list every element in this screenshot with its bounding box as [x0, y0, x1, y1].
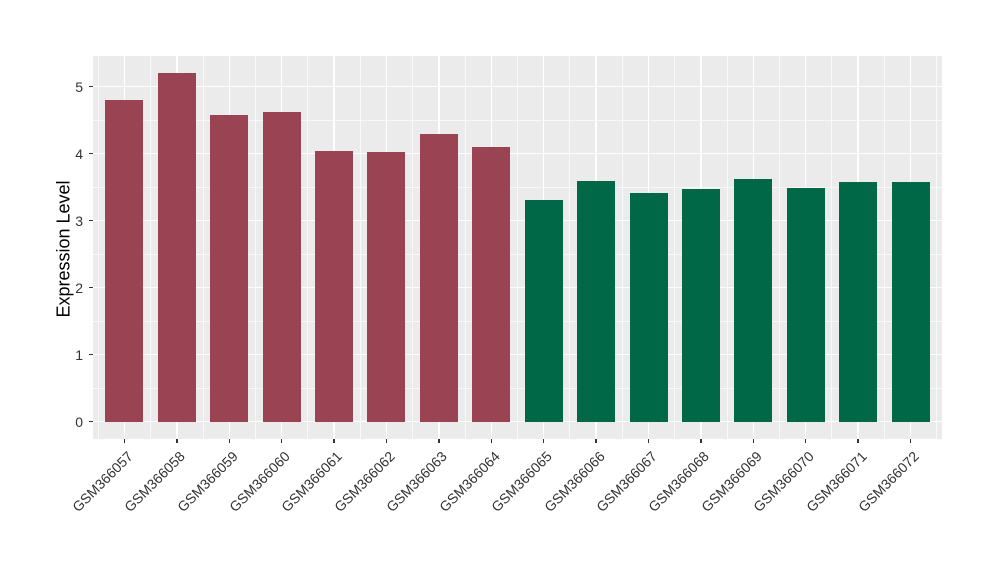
- y-tick-mark: [89, 353, 93, 356]
- x-tick-mark: [909, 439, 912, 443]
- x-tick-mark: [280, 439, 283, 443]
- x-tick-mark: [438, 439, 440, 443]
- gridline-minor-v: [831, 56, 833, 439]
- x-tick-mark: [228, 439, 230, 443]
- y-tick-mark: [89, 286, 93, 289]
- x-tick-mark: [595, 439, 597, 443]
- y-tick-label: 3: [75, 212, 83, 229]
- bar: [419, 133, 458, 422]
- gridline-minor-v: [621, 56, 623, 439]
- bar: [734, 179, 773, 422]
- gridline-minor-v: [202, 56, 204, 439]
- bar: [210, 114, 249, 422]
- gridline-minor-v: [254, 56, 256, 439]
- bar: [367, 151, 406, 422]
- gridline-minor-v: [307, 56, 309, 439]
- bar: [839, 181, 878, 422]
- x-tick-mark: [804, 439, 807, 443]
- y-tick-label: 5: [75, 78, 83, 95]
- x-tick-mark: [176, 439, 178, 443]
- y-tick-label: 1: [75, 346, 83, 363]
- x-tick-mark: [385, 439, 388, 443]
- y-tick-label: 0: [75, 413, 83, 430]
- bar: [786, 187, 825, 422]
- gridline-minor-v: [569, 56, 571, 439]
- gridline-minor-v: [674, 56, 676, 439]
- bar: [891, 181, 930, 422]
- y-tick-label: 4: [75, 145, 83, 162]
- gridline-minor-v: [726, 56, 728, 439]
- x-tick-mark: [123, 439, 126, 443]
- gridline-minor-v: [779, 56, 781, 439]
- bar: [315, 151, 354, 422]
- y-tick-mark: [89, 219, 93, 222]
- bar: [262, 112, 301, 422]
- x-tick-mark: [542, 439, 545, 443]
- bar: [681, 188, 720, 422]
- bar: [629, 192, 668, 422]
- y-tick-mark: [89, 152, 93, 155]
- bar: [157, 73, 196, 422]
- gridline-minor-v: [936, 56, 938, 439]
- y-tick-label: 2: [75, 279, 83, 296]
- gridline-minor-v: [883, 56, 885, 439]
- x-tick-mark: [700, 439, 702, 443]
- gridline-minor-v: [412, 56, 414, 439]
- bar: [472, 147, 511, 422]
- gridline-minor-v: [359, 56, 361, 439]
- y-tick-mark: [89, 420, 93, 423]
- x-tick-mark: [647, 439, 650, 443]
- gridline-minor-v: [517, 56, 518, 439]
- bar: [524, 199, 563, 422]
- x-tick-mark: [752, 439, 755, 443]
- gridline-minor-v: [97, 56, 99, 439]
- y-tick-mark: [89, 85, 93, 88]
- panel: [93, 56, 942, 439]
- x-tick-mark: [333, 439, 335, 443]
- bar: [577, 181, 616, 422]
- gridline-minor-v: [464, 56, 466, 439]
- y-axis-title: Expression Level: [53, 180, 74, 318]
- x-tick-mark: [490, 439, 493, 443]
- x-tick-mark: [857, 439, 859, 443]
- gridline-minor-v: [150, 56, 152, 439]
- bar: [105, 100, 144, 422]
